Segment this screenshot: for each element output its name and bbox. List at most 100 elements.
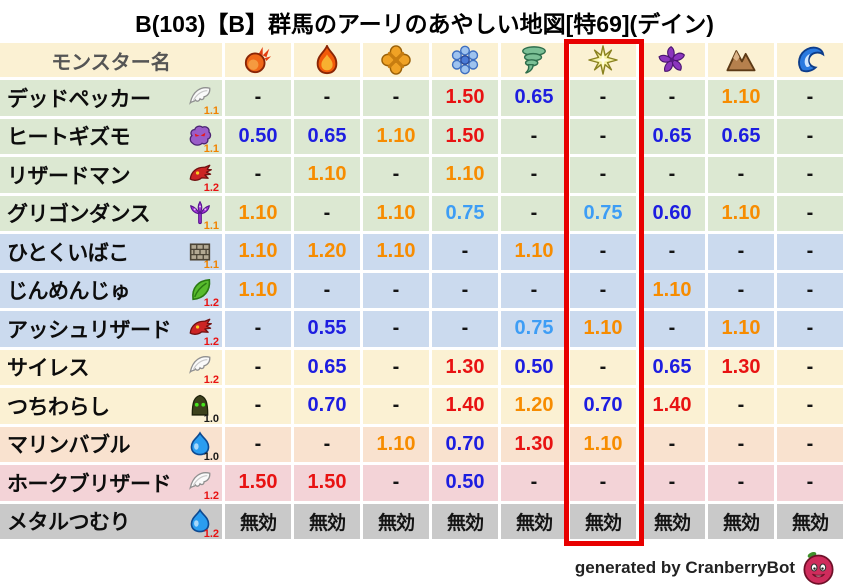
earth-icon <box>726 45 756 75</box>
version-badge: 1.2 <box>203 489 219 502</box>
multiplier-cell: - <box>501 465 570 504</box>
multiplier-cell: - <box>501 272 570 311</box>
dark-pinwheel-icon <box>657 45 687 75</box>
dragon-icon: 1.2 <box>187 316 219 347</box>
multiplier-cell: - <box>570 157 639 196</box>
column-header <box>225 43 294 80</box>
multiplier-cell: 1.10 <box>225 234 294 273</box>
multiplier-cell: - <box>639 234 708 273</box>
monster-name: つちわらし <box>7 395 110 419</box>
lightning-icon <box>588 45 618 75</box>
monster-row-name: じんめんじゅ 1.2 <box>0 272 225 311</box>
multiplier-cell: - <box>639 465 708 504</box>
multiplier-cell: 0.65 <box>294 118 363 157</box>
table-grid: モンスター名 デッドペッカー 1.1- - -1.50 0.65- -1.10- ヒートギズモ… <box>0 43 846 542</box>
footer-credit: generated by CranberryBot <box>0 542 849 586</box>
multiplier-cell: - <box>363 311 432 350</box>
monster-name: デッドペッカー <box>7 87 151 111</box>
monster-resistance-table: モンスター名 デッドペッカー 1.1- - -1.50 0.65- -1.10- ヒートギズモ… <box>0 39 846 546</box>
multiplier-cell: 無効 <box>777 503 846 542</box>
multiplier-cell: - <box>363 80 432 119</box>
monster-row-name: つちわらし 1.0 <box>0 388 225 427</box>
version-badge: 1.1 <box>203 143 219 156</box>
multiplier-cell: 0.65 <box>294 349 363 388</box>
gizmo-icon: 1.1 <box>187 123 219 155</box>
wind-icon <box>519 45 549 75</box>
version-badge: 1.2 <box>203 181 219 194</box>
multiplier-cell: 1.10 <box>708 195 777 234</box>
multiplier-cell: 無効 <box>708 503 777 542</box>
multiplier-cell: - <box>639 311 708 350</box>
version-badge: 1.1 <box>203 104 219 117</box>
multiplier-cell: - <box>501 118 570 157</box>
multiplier-cell: 1.10 <box>363 118 432 157</box>
multiplier-cell: 1.10 <box>225 195 294 234</box>
column-header <box>294 43 363 80</box>
wing-icon: 1.2 <box>187 470 219 501</box>
multiplier-cell: - <box>777 349 846 388</box>
multiplier-cell: 0.65 <box>708 118 777 157</box>
multiplier-cell: 無効 <box>363 503 432 542</box>
multiplier-cell: - <box>294 426 363 465</box>
column-header <box>777 43 846 80</box>
multiplier-cell: 1.50 <box>225 465 294 504</box>
monster-row-name: アッシュリザード 1.2 <box>0 311 225 350</box>
monster-name: マリンバブル <box>7 434 131 458</box>
column-header <box>639 43 708 80</box>
multiplier-cell: - <box>708 234 777 273</box>
version-badge: 1.1 <box>203 220 219 233</box>
multiplier-cell: 無効 <box>432 503 501 542</box>
brick-box-icon: 1.1 <box>187 239 219 270</box>
monster-name: アッシュリザード <box>7 318 172 342</box>
column-header <box>363 43 432 80</box>
multiplier-cell: 無効 <box>570 503 639 542</box>
monster-name: リザードマン <box>7 164 131 188</box>
multiplier-cell: - <box>777 118 846 157</box>
multiplier-cell: - <box>225 157 294 196</box>
multiplier-cell: - <box>570 234 639 273</box>
monster-name: サイレス <box>7 357 90 381</box>
multiplier-cell: - <box>639 426 708 465</box>
credit-text: generated by CranberryBot <box>574 557 795 577</box>
multiplier-cell: 0.75 <box>432 195 501 234</box>
version-badge: 1.2 <box>203 335 219 348</box>
monster-row-name: ひとくいばこ 1.1 <box>0 234 225 273</box>
multiplier-cell: 無効 <box>501 503 570 542</box>
multiplier-cell: - <box>777 311 846 350</box>
monster-name: メタルつむり <box>7 511 131 535</box>
multiplier-cell: 1.10 <box>501 234 570 273</box>
multiplier-cell: 1.30 <box>708 349 777 388</box>
multiplier-cell: - <box>777 80 846 119</box>
multiplier-cell: - <box>225 426 294 465</box>
multiplier-cell: - <box>570 349 639 388</box>
monster-name-header: モンスター名 <box>0 43 225 80</box>
multiplier-cell: 1.10 <box>432 157 501 196</box>
multiplier-cell: 0.65 <box>639 349 708 388</box>
monster-row-name: ホークブリザード 1.2 <box>0 465 225 504</box>
multiplier-cell: 1.10 <box>225 272 294 311</box>
multiplier-cell: 1.10 <box>294 157 363 196</box>
multiplier-cell: - <box>777 157 846 196</box>
multiplier-cell: 1.10 <box>570 426 639 465</box>
multiplier-cell: 無効 <box>225 503 294 542</box>
multiplier-cell: 1.10 <box>363 195 432 234</box>
monster-row-name: ヒートギズモ 1.1 <box>0 118 225 157</box>
multiplier-cell: 1.30 <box>432 349 501 388</box>
multiplier-cell: - <box>225 80 294 119</box>
multiplier-cell: 0.70 <box>570 388 639 427</box>
trident-icon: 1.1 <box>187 200 219 232</box>
monster-row-name: マリンバブル 1.0 <box>0 426 225 465</box>
multiplier-cell: 1.10 <box>570 311 639 350</box>
multiplier-cell: - <box>777 388 846 427</box>
multiplier-cell: 0.50 <box>225 118 294 157</box>
version-badge: 1.0 <box>203 451 219 464</box>
wing-icon: 1.2 <box>187 354 219 386</box>
column-header <box>570 43 639 80</box>
multiplier-cell: 1.10 <box>363 426 432 465</box>
column-header <box>501 43 570 80</box>
multiplier-cell: - <box>777 195 846 234</box>
multiplier-cell: 0.65 <box>639 118 708 157</box>
water-icon <box>795 45 825 75</box>
multiplier-cell: 0.60 <box>639 195 708 234</box>
flame-icon <box>312 45 342 75</box>
